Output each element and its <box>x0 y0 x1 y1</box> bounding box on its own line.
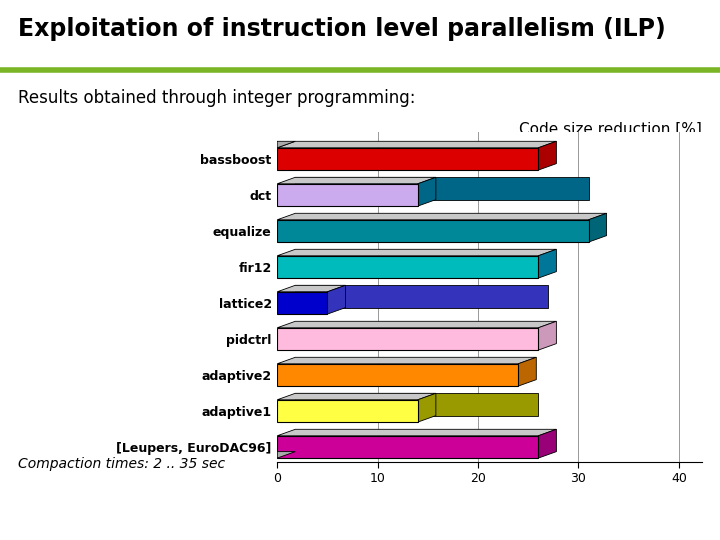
Bar <box>295 285 549 308</box>
Bar <box>277 364 518 386</box>
Polygon shape <box>539 321 557 350</box>
Text: informatik 12,  2010: informatik 12, 2010 <box>360 526 452 535</box>
Text: fakultät für: fakultät für <box>202 508 252 517</box>
Bar <box>277 220 588 242</box>
Bar <box>295 177 588 200</box>
Polygon shape <box>277 451 295 458</box>
Polygon shape <box>277 213 606 220</box>
Polygon shape <box>328 285 346 314</box>
Polygon shape <box>277 285 346 292</box>
Polygon shape <box>539 141 557 170</box>
Polygon shape <box>277 429 557 436</box>
Polygon shape <box>539 429 557 458</box>
Polygon shape <box>539 249 557 278</box>
Text: Code size reduction [%]: Code size reduction [%] <box>519 122 702 137</box>
Bar <box>277 148 539 170</box>
Bar <box>277 400 418 422</box>
Bar <box>295 393 539 416</box>
Bar <box>277 436 539 458</box>
Text: Results obtained through integer programming:: Results obtained through integer program… <box>18 89 415 107</box>
Polygon shape <box>277 177 436 184</box>
Text: dortmund: dortmund <box>18 526 68 535</box>
Polygon shape <box>277 249 557 256</box>
Bar <box>277 328 539 350</box>
Text: © p. marwedel,: © p. marwedel, <box>360 508 431 517</box>
Text: Compaction times: 2 .. 35 sec: Compaction times: 2 .. 35 sec <box>18 457 225 471</box>
Text: - 37 -: - 37 - <box>673 512 702 522</box>
Polygon shape <box>588 213 606 242</box>
Polygon shape <box>277 141 557 148</box>
Bar <box>277 184 418 206</box>
Text: Exploitation of instruction level parallelism (ILP): Exploitation of instruction level parall… <box>18 17 666 41</box>
Polygon shape <box>418 177 436 206</box>
Bar <box>277 292 328 314</box>
Text: informatik: informatik <box>202 526 248 535</box>
Polygon shape <box>277 393 436 400</box>
Polygon shape <box>418 393 436 422</box>
Bar <box>277 256 539 278</box>
Polygon shape <box>518 357 536 386</box>
Polygon shape <box>277 357 536 364</box>
Polygon shape <box>277 321 557 328</box>
Text: technische universität: technische universität <box>18 508 132 517</box>
Polygon shape <box>277 141 295 148</box>
